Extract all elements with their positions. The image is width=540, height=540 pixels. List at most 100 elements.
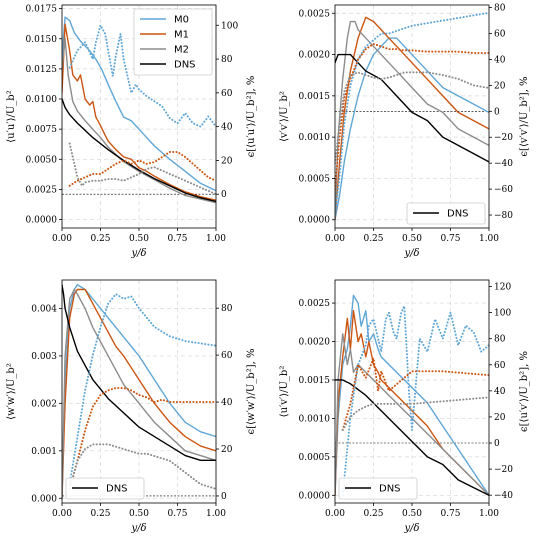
y2-tick-label: −20: [494, 133, 513, 143]
legend-box: [338, 477, 418, 500]
y-axis-label: ⟨u′u′⟩/U_b²: [6, 90, 17, 142]
y2-tick-label: 100: [221, 21, 238, 31]
y2-tick-label: 100: [494, 309, 511, 319]
panel-bottom-right: 0.00 0.25 0.50 0.75 1.00 0.0000 0.0005 0.0010 0.…: [279, 279, 530, 534]
y-tick-label: 0.0010: [299, 414, 331, 424]
legend-label-M1: M1: [174, 30, 189, 41]
y-tick-label: 0.0015: [299, 92, 331, 102]
y2-tick-label: 40: [221, 123, 233, 133]
y-axis-label: ⟨u′v′⟩/U_b²: [279, 366, 290, 418]
y-tick-label: 0.0000: [299, 491, 331, 501]
y2-tick-label: 60: [221, 89, 233, 99]
y2-axis-label: ϵ[⟨v′v′⟩/U_b²], %: [519, 76, 530, 156]
series-M2-left-solid: [335, 20, 489, 221]
y2-tick-label: 0: [494, 107, 500, 117]
legend-box: [406, 202, 486, 225]
y-tick-label: 0.001: [31, 447, 57, 457]
panel-top-right: 0.00 0.25 0.50 0.75 1.00 0.0000 0.0005 0.0010 0.…: [279, 4, 530, 259]
legend: DNS: [65, 477, 145, 500]
y-tick-label: 0.0005: [299, 174, 331, 184]
series-M0-left-solid: [62, 284, 216, 499]
series-M0-right-dotted: [68, 24, 216, 128]
x-tick-label: 1.00: [206, 234, 226, 244]
legend-label-M0: M0: [174, 15, 189, 26]
y2-tick-label: 20: [221, 445, 233, 455]
series-M1-left-solid: [62, 23, 216, 201]
y2-tick-label: 40: [221, 398, 233, 408]
x-tick-label: 1.00: [206, 509, 226, 519]
series-M0-right-dotted: [335, 11, 489, 217]
legend-label-DNS: DNS: [106, 484, 128, 495]
series-M2-right-dotted: [68, 443, 216, 490]
y-tick-label: 0.0100: [26, 95, 58, 105]
series-M1-left-solid: [335, 310, 489, 497]
y2-tick-label: 20: [221, 156, 233, 166]
legend-label-DNS: DNS: [174, 60, 196, 71]
y-tick-label: 0.0000: [299, 216, 331, 226]
x-tick-label: 0.50: [129, 234, 149, 244]
y-tick-label: 0.0005: [299, 453, 331, 463]
series-DNS-left-solid: [62, 98, 216, 203]
series-M2-right-dotted: [68, 142, 216, 196]
series-M1-right-dotted: [341, 357, 489, 431]
y2-tick-label: 80: [494, 335, 506, 345]
y2-tick-label: 0: [221, 492, 227, 502]
series-M0-right-dotted: [68, 293, 216, 486]
x-axis-label: y/δ: [130, 523, 146, 534]
y2-tick-label: −20: [494, 465, 513, 475]
series-M1-left-solid: [62, 288, 216, 499]
series-M1-right-dotted: [68, 150, 216, 187]
y-axis-label: ⟨v′v′⟩/U_b²: [279, 91, 290, 142]
series-M1-right-dotted: [335, 42, 489, 191]
y2-tick-label: 60: [494, 30, 506, 40]
x-tick-label: 0.00: [325, 234, 345, 244]
y-tick-label: 0.0075: [26, 125, 58, 135]
series-M0-left-solid: [62, 16, 216, 192]
y-tick-label: 0.0125: [26, 65, 58, 75]
x-tick-label: 0.25: [363, 234, 383, 244]
y2-tick-label: −40: [494, 159, 513, 169]
x-tick-label: 0.25: [90, 509, 110, 519]
x-tick-label: 0.00: [52, 509, 72, 519]
legend: M0 M1 M2 DNS: [133, 8, 213, 76]
series-M1-right-dotted: [68, 386, 216, 490]
y2-tick-label: 80: [494, 4, 506, 14]
y2-tick-label: 0: [494, 439, 500, 449]
series-M0-right-dotted: [341, 305, 489, 497]
x-tick-label: 0.75: [167, 509, 187, 519]
y2-tick-label: 80: [221, 304, 233, 314]
x-tick-label: 0.50: [129, 509, 149, 519]
y-tick-label: 0.0175: [26, 5, 58, 15]
y2-tick-label: −60: [494, 185, 513, 195]
y-tick-label: 0.000: [31, 494, 57, 504]
y2-axis-label: ϵ[⟨w′w′⟩/U_b²], %: [246, 349, 257, 435]
y-tick-label: 0.0050: [26, 155, 58, 165]
series-M2-left-solid: [62, 38, 216, 204]
y-tick-label: 0.003: [31, 352, 57, 362]
series-M2-right-dotted: [341, 396, 489, 431]
series-M2-left-solid: [335, 333, 489, 497]
y-tick-label: 0.0025: [299, 299, 331, 309]
panel-top-left: 0.00 0.25 0.50 0.75 1.00 0.0000 0.0025 0.0050 0.…: [6, 4, 257, 259]
y2-tick-label: 80: [221, 55, 233, 65]
y2-tick-label: 40: [494, 55, 506, 65]
y2-axis-label: ϵ[⟨u′v′⟩/U_b²], %: [519, 351, 530, 432]
x-tick-label: 0.00: [52, 234, 72, 244]
x-tick-label: 0.50: [402, 509, 422, 519]
legend-box: [133, 8, 213, 76]
y-tick-label: 0.004: [31, 304, 57, 314]
y-tick-label: 0.0015: [299, 376, 331, 386]
x-tick-label: 0.00: [325, 509, 345, 519]
x-axis-label: y/δ: [403, 248, 419, 259]
y2-tick-label: 120: [494, 283, 511, 293]
x-tick-label: 0.25: [363, 509, 383, 519]
y2-tick-label: 60: [494, 361, 506, 371]
y-tick-label: 0.0010: [299, 133, 331, 143]
legend-label-M2: M2: [174, 45, 189, 56]
y-tick-label: 0.0020: [299, 338, 331, 348]
y-tick-label: 0.0150: [26, 35, 58, 45]
y-tick-label: 0.0025: [299, 9, 331, 19]
x-axis-label: y/δ: [130, 248, 146, 259]
series-DNS-left-solid: [62, 284, 216, 461]
panel-bottom-left: 0.00 0.25 0.50 0.75 1.00 0.000 0.001 0.002 0.003…: [6, 279, 257, 534]
